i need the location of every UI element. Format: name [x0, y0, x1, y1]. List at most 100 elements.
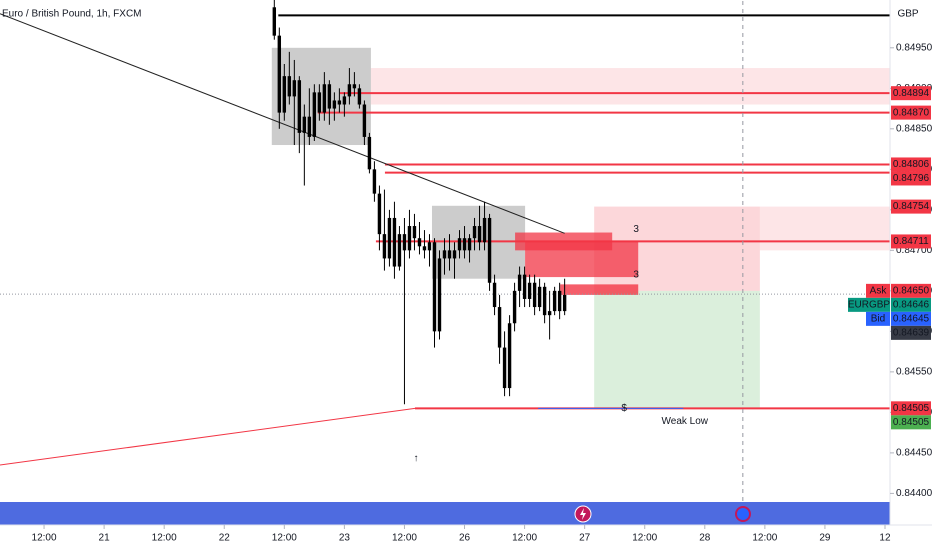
y-tick-label: 0.84550 [896, 367, 932, 378]
candle-body [397, 234, 402, 267]
x-tick-label: 12 [879, 533, 891, 544]
candle-body [367, 136, 372, 170]
candle-body [342, 96, 347, 105]
candle-body [427, 242, 432, 251]
price-label-box [891, 401, 931, 416]
x-tick-label: 12:00 [392, 533, 417, 544]
candle-body [517, 274, 522, 291]
candle-body [502, 347, 507, 389]
candle-body [497, 307, 502, 348]
zone [525, 240, 639, 278]
price-label: 0.84646 [893, 299, 930, 310]
candle-body [382, 234, 387, 259]
x-tick-label: 28 [699, 533, 711, 544]
x-tick-label: 12:00 [152, 533, 177, 544]
price-tag: Bid [871, 313, 885, 324]
price-label-box [891, 234, 931, 249]
event-icon[interactable] [735, 506, 751, 522]
price-label-box [891, 86, 931, 101]
x-tick-label: 23 [339, 533, 351, 544]
candle-body [362, 104, 367, 137]
y-tick-label: 0.84450 [896, 448, 932, 459]
price-tag: EURGBP [848, 299, 891, 310]
drawn-line [0, 407, 416, 466]
candle-body [407, 226, 412, 251]
price-label-box [891, 297, 931, 312]
candle-body [392, 217, 397, 267]
event-bar [0, 502, 890, 525]
price-tag-box [866, 283, 890, 298]
price-label-box [891, 157, 931, 172]
price-label: 0.84650 [893, 285, 930, 296]
price-label-box [891, 199, 931, 214]
candle-body [377, 193, 382, 235]
candle-body [507, 323, 512, 389]
event-icon-bolt [580, 508, 586, 520]
candle-body [527, 282, 532, 299]
candle-body [272, 7, 277, 36]
candle-body [472, 226, 477, 239]
candle-body [492, 282, 497, 308]
candle-body [302, 116, 307, 133]
candle-body [332, 100, 337, 109]
price-label: 0.84639 [893, 327, 930, 338]
price-label: 0.84894 [893, 88, 930, 99]
price-tag-box [866, 311, 890, 326]
candle-body [462, 238, 467, 251]
drawn-line [0, 13, 565, 234]
plot: 3 3 $ Weak Low ↑ [0, 0, 890, 525]
candle-body [372, 169, 377, 194]
price-label-box [891, 283, 931, 298]
candle-body [312, 92, 317, 137]
x-tick-label: 22 [219, 533, 231, 544]
price-tag-box [848, 297, 890, 312]
zone [560, 284, 639, 295]
candle-body [487, 217, 492, 283]
price-label: 0.84796 [893, 173, 930, 184]
x-tick-label: 21 [99, 533, 111, 544]
candle-body [287, 76, 292, 97]
zone [594, 290, 760, 409]
candle-body [277, 35, 282, 113]
annotation: ↑ [413, 453, 418, 464]
x-tick-label: 26 [459, 533, 471, 544]
x-tick-label: 27 [579, 533, 591, 544]
price-tag: Ask [870, 285, 888, 296]
candle-body [352, 84, 357, 89]
candle-body [537, 286, 542, 308]
candle-body [387, 217, 392, 259]
zone [759, 206, 890, 251]
candle-body [442, 250, 447, 259]
price-label-box [891, 325, 931, 340]
candle-body [422, 246, 427, 251]
candle-body [522, 274, 527, 299]
x-tick-label: 12:00 [272, 533, 297, 544]
candle-body [417, 238, 422, 247]
candle-body [337, 100, 342, 105]
candle-body [477, 226, 482, 243]
currency: GBP [897, 9, 918, 20]
candle-body [562, 294, 567, 312]
x-tick-label: 12:00 [632, 533, 657, 544]
annotation: Weak Low [662, 416, 709, 427]
x-tick-label: 12:00 [752, 533, 777, 544]
price-label-box [891, 171, 931, 186]
candle-body [317, 92, 322, 113]
candle-body [282, 76, 287, 113]
price-label: 0.84505 [893, 417, 930, 428]
price-label-box [891, 415, 931, 430]
annotation: 3 [633, 269, 639, 280]
price-label: 0.84754 [893, 201, 930, 212]
candle-body [347, 84, 352, 97]
candle-body [512, 290, 517, 324]
y-tick-label: 0.84950 [896, 42, 932, 53]
candle-body [297, 80, 302, 133]
candle-body [452, 250, 457, 259]
price-label-box [891, 311, 931, 326]
y-tick-label: 0.84700 [896, 245, 932, 256]
candle-body [402, 234, 407, 251]
candle-body [292, 80, 297, 97]
candle-body [457, 238, 462, 251]
candle-body [557, 290, 562, 312]
